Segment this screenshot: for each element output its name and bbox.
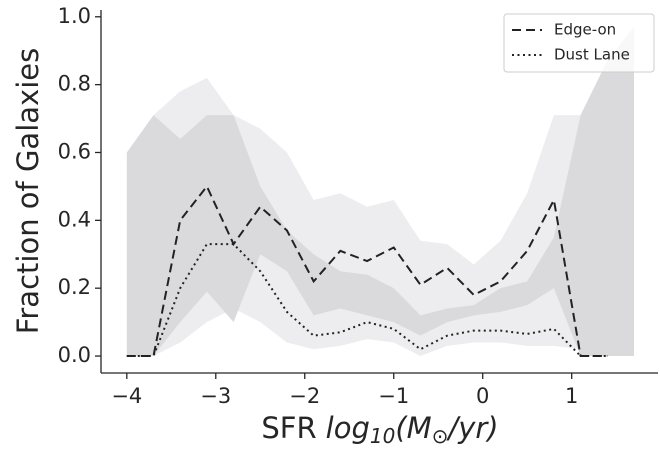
- x-tick-label: 0: [476, 384, 489, 408]
- y-tick-label: 0.0: [58, 343, 91, 367]
- x-tick-label: −2: [289, 384, 320, 408]
- x-axis-label: SFR log10(M⊙/yr): [261, 411, 498, 448]
- x-tick-label: 1: [565, 384, 578, 408]
- x-tick-label: −4: [111, 384, 142, 408]
- y-tick-label: 0.2: [58, 275, 91, 299]
- y-tick-label: 0.6: [58, 139, 91, 163]
- x-tick-label: −1: [378, 384, 409, 408]
- band: [153, 26, 634, 357]
- legend-label: Edge-on: [554, 21, 616, 39]
- y-tick-label: 0.4: [58, 207, 91, 231]
- band: [126, 26, 634, 357]
- y-tick-label: 1.0: [58, 4, 91, 28]
- legend-box: [503, 13, 655, 73]
- x-tick-label: −3: [200, 384, 231, 408]
- y-axis-label: Fraction of Galaxies: [11, 48, 45, 334]
- line: [126, 184, 608, 358]
- legend-label: Dust Lane: [554, 46, 630, 64]
- y-tick-label: 0.8: [58, 72, 91, 96]
